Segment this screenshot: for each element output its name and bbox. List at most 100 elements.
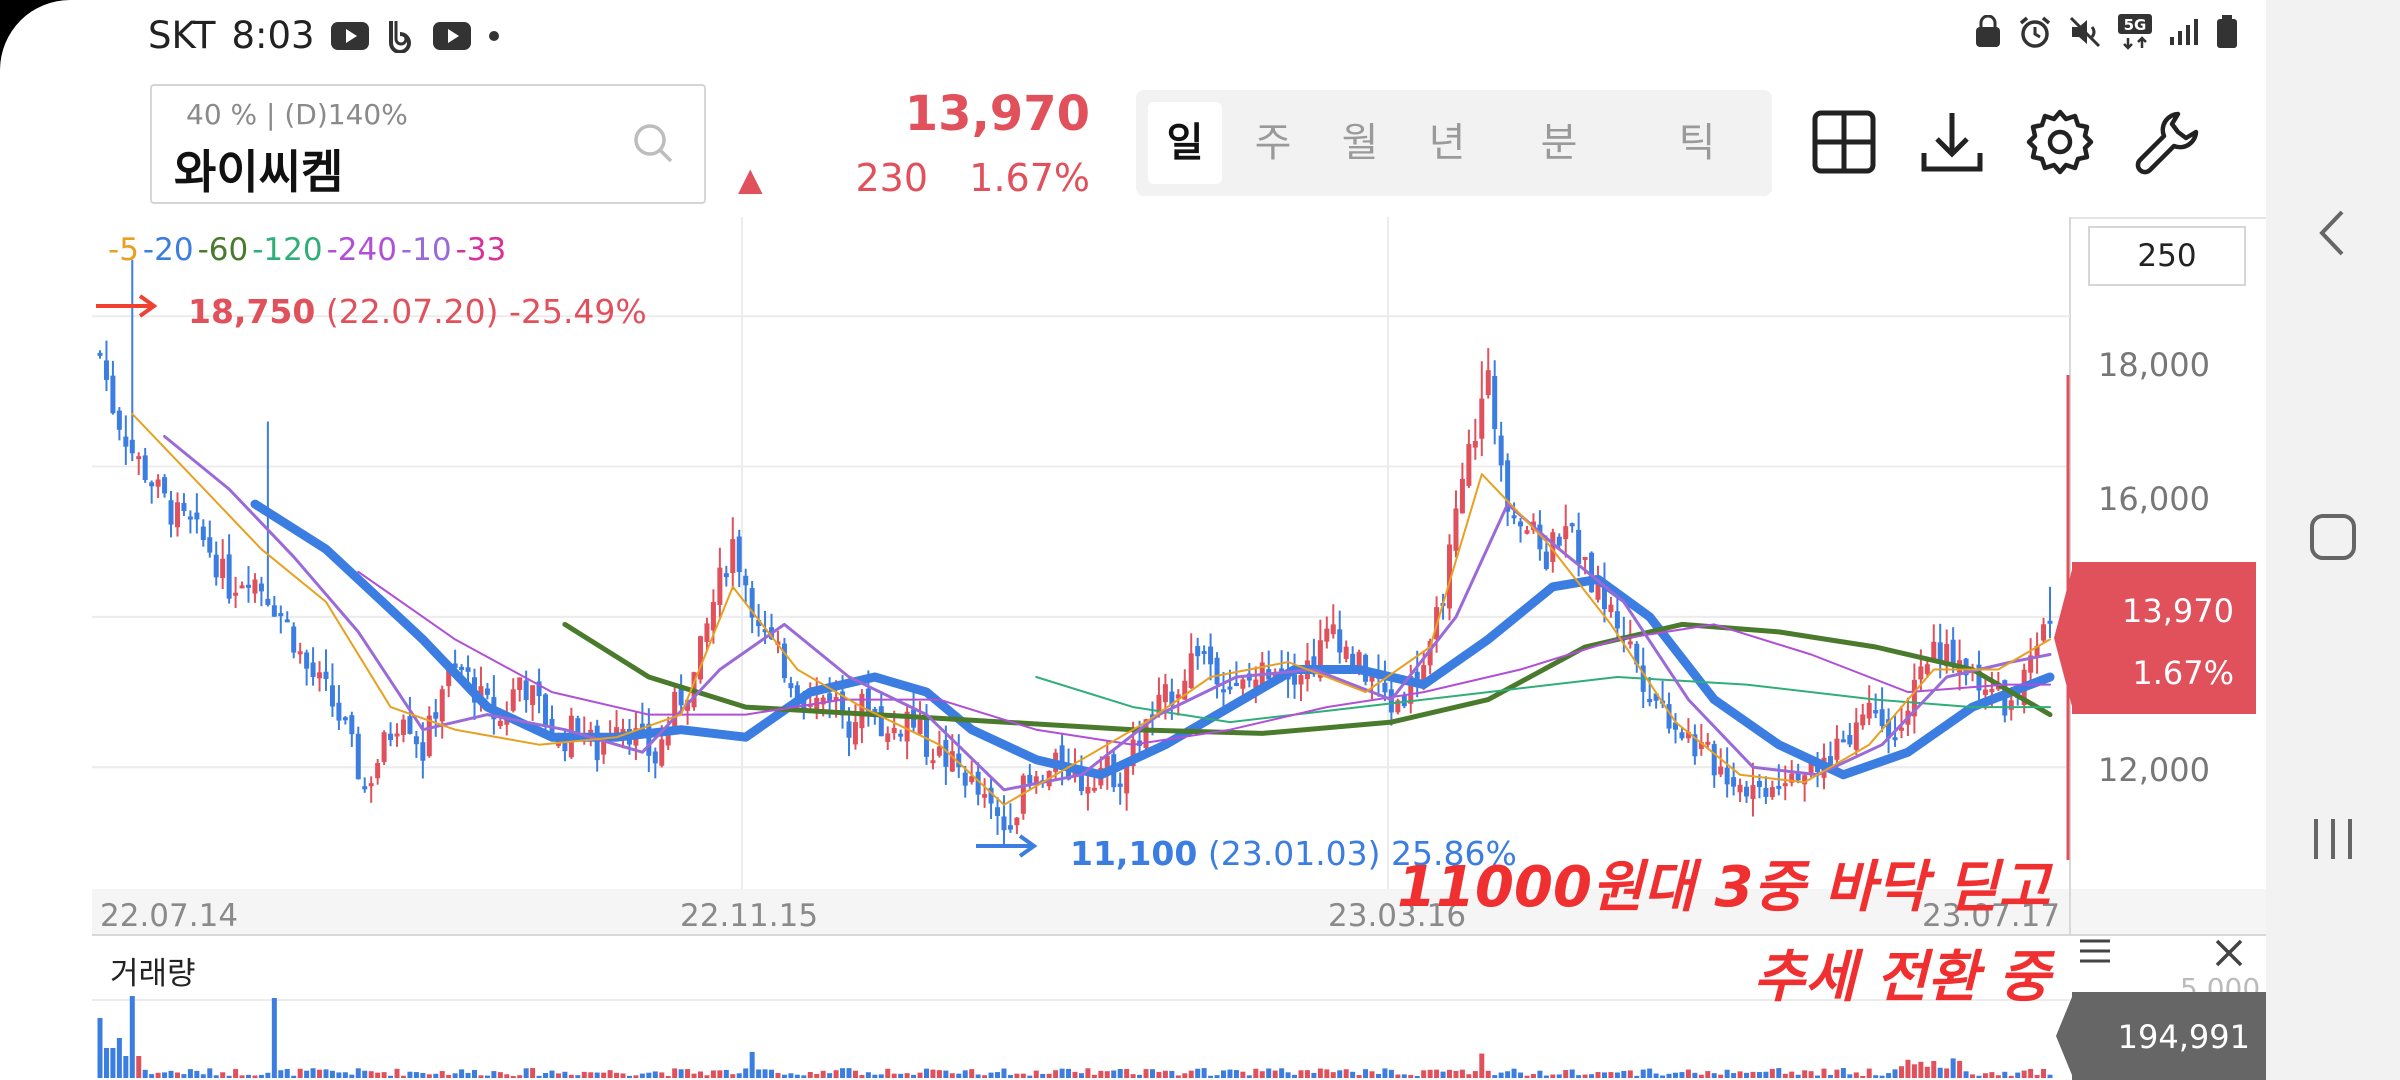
volume-bar <box>1776 1068 1782 1078</box>
volume-bar <box>1182 1073 1188 1078</box>
candle-body <box>1911 679 1917 717</box>
candle-count-input[interactable]: 250 <box>2088 226 2246 286</box>
volume-bar <box>1356 1075 1362 1078</box>
back-icon[interactable] <box>2312 208 2352 258</box>
candle-body <box>523 680 529 701</box>
candle-body <box>969 776 975 783</box>
candle-body <box>1776 785 1782 789</box>
dot-icon <box>487 29 501 43</box>
candle-body <box>1253 679 1259 688</box>
volume-bar <box>1563 1070 1569 1078</box>
tab-tick[interactable]: 틱 <box>1678 120 1716 166</box>
youtube-icon <box>330 21 369 50</box>
tab-year[interactable]: 년 <box>1428 120 1466 166</box>
volume-bar <box>491 1071 497 1078</box>
candle-body <box>1808 756 1814 775</box>
candle-body <box>452 663 458 668</box>
volume-bar <box>1408 1074 1414 1078</box>
volume-bar <box>407 1071 413 1078</box>
stock-search-box[interactable]: 40 % | (D)140% 와이씨켐 <box>150 84 706 204</box>
volume-bar <box>1395 1074 1401 1078</box>
candle-body <box>1976 664 1982 691</box>
volume-bar <box>1873 1075 1879 1078</box>
candle-body <box>233 592 239 596</box>
volume-bar <box>310 1068 316 1078</box>
volume-bar <box>258 1074 264 1078</box>
date-tick-label: 23.03.16 <box>1328 898 1467 934</box>
settings-gear-icon[interactable] <box>2022 104 2098 180</box>
candle-body <box>1511 515 1517 519</box>
close-icon[interactable] <box>2214 938 2244 972</box>
candle-body <box>323 671 329 679</box>
volume-bar <box>1388 1069 1394 1078</box>
tab-week[interactable]: 주 <box>1254 120 1292 166</box>
volume-bar <box>233 1069 239 1078</box>
candle-body <box>1078 775 1084 792</box>
candle-body <box>1672 722 1678 730</box>
candle-body <box>1201 651 1207 655</box>
volume-bar <box>1033 1070 1039 1078</box>
candle-body <box>859 693 865 729</box>
candle-body <box>1886 719 1892 739</box>
candle-body <box>1149 714 1155 718</box>
volume-bar <box>1162 1070 1168 1078</box>
candle-body <box>562 741 568 752</box>
volume-bar <box>614 1072 620 1078</box>
candle-body <box>220 558 226 578</box>
candle-body <box>1692 734 1698 757</box>
volume-bar <box>801 1075 807 1078</box>
wrench-icon[interactable] <box>2130 104 2206 180</box>
volume-bar <box>1304 1070 1310 1078</box>
volume-bar <box>1259 1071 1265 1078</box>
recent-apps-icon[interactable] <box>2310 815 2356 863</box>
volume-bar <box>1582 1074 1588 1078</box>
tab-minute[interactable]: 분 <box>1540 120 1578 166</box>
current-price: 13,970 <box>904 86 1090 142</box>
tab-month[interactable]: 월 <box>1341 120 1379 166</box>
candle-body <box>1918 666 1924 680</box>
candle-body <box>1627 641 1633 645</box>
candle-body <box>297 651 303 655</box>
candle-body <box>413 736 419 745</box>
volume-bar <box>368 1071 374 1078</box>
candle-body <box>1931 641 1937 660</box>
home-icon[interactable] <box>2308 512 2358 562</box>
mute-icon <box>2068 15 2102 49</box>
high-arrow-icon <box>96 294 158 318</box>
download-icon[interactable] <box>1914 104 1990 180</box>
volume-bar <box>859 1074 865 1078</box>
price-chart[interactable] <box>0 0 2266 1080</box>
volume-bar <box>1498 1072 1504 1078</box>
menu-icon[interactable] <box>2078 936 2112 970</box>
volume-bar <box>155 1072 161 1078</box>
candle-body <box>465 667 471 672</box>
candle-body <box>1033 776 1039 784</box>
candle-body <box>2034 645 2040 657</box>
volume-bar <box>1518 1072 1524 1078</box>
candle-body <box>736 536 742 573</box>
layout-grid-icon[interactable] <box>1806 104 1882 180</box>
volume-bar <box>943 1070 949 1078</box>
candle-body <box>614 727 620 737</box>
volume-bar <box>1040 1073 1046 1078</box>
candle-body <box>355 733 361 780</box>
candle-body <box>1601 583 1607 610</box>
volume-bar <box>1627 1070 1633 1078</box>
candle-body <box>155 479 161 487</box>
candle-body <box>200 526 206 541</box>
tab-day[interactable]: 일 <box>1148 102 1222 184</box>
volume-bar <box>1285 1072 1291 1078</box>
ma-line-5 <box>131 412 2051 806</box>
candle-body <box>446 670 452 687</box>
volume-bar <box>1421 1070 1427 1078</box>
volume-bar <box>710 1070 716 1078</box>
clock: 8:03 <box>231 14 315 57</box>
candle-body <box>620 728 626 735</box>
candle-body <box>1950 639 1956 667</box>
volume-bar <box>1111 1070 1117 1078</box>
volume-bar <box>872 1074 878 1078</box>
search-icon[interactable] <box>632 122 674 168</box>
margin-rate-label: 40 % | (D)140% <box>186 98 408 131</box>
candle-body <box>588 729 594 733</box>
volume-bar <box>1537 1070 1543 1078</box>
